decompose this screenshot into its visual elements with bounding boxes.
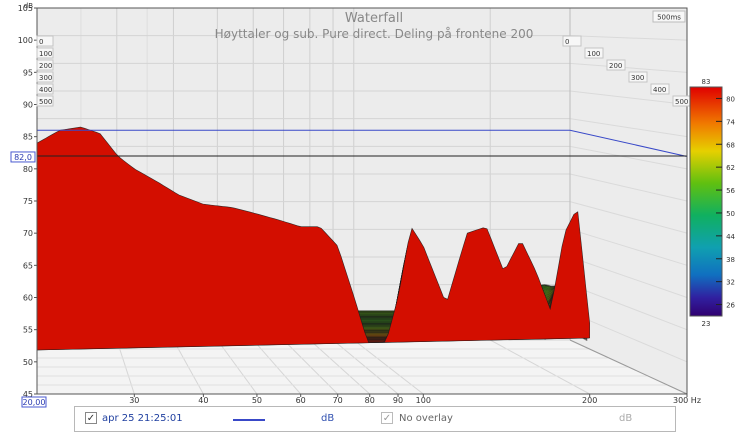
colorbar-tick-label: 32 <box>726 279 735 287</box>
entry1-checkbox[interactable]: ✓ <box>85 412 97 424</box>
time-label: 500ms <box>657 14 681 22</box>
x-tick-label: 80 <box>365 396 375 405</box>
time-tick-label-left: 400 <box>39 86 52 94</box>
colorbar-gradient <box>689 86 723 317</box>
chart-subtitle: Høyttaler og sub. Pure direct. Deling på… <box>215 27 534 41</box>
time-tick-label-left: 200 <box>39 62 52 70</box>
x-tick-label: 50 <box>252 396 262 405</box>
y-axis-label: dB <box>24 2 33 10</box>
x-tick-label: 200 <box>582 396 597 405</box>
chart-title: Waterfall <box>345 11 403 26</box>
y-tick-label: 45 <box>23 390 33 399</box>
x-tick-label: 40 <box>198 396 208 405</box>
colorbar-tick-label: 74 <box>726 118 735 126</box>
time-tick-box-left <box>36 47 54 59</box>
entry2-label[interactable]: No overlay <box>399 413 453 424</box>
entry2-unit: dB <box>619 413 633 424</box>
y-tick-label: 50 <box>23 358 33 367</box>
time-tick-label-left: 500 <box>39 98 52 106</box>
colorbar-tick-label: 50 <box>726 210 735 218</box>
y-tick-label: 105 <box>18 4 33 13</box>
overlay-trace <box>37 129 688 157</box>
time-tick-box-right <box>606 59 626 71</box>
colorbar-tick-label: 68 <box>726 141 735 149</box>
y-tick-label: 80 <box>23 165 33 174</box>
x-start-readout: 20,00 <box>23 398 46 407</box>
time-tick-label-right: 0 <box>565 38 569 46</box>
y-tick-label: 65 <box>23 261 33 270</box>
time-tick-box-right <box>584 47 604 59</box>
entry1-unit: dB <box>321 413 335 424</box>
y-tick-label: 100 <box>18 36 33 45</box>
side-grid-line <box>569 173 688 202</box>
y-tick-label: 75 <box>23 197 33 206</box>
time-tick-box-left <box>36 71 54 83</box>
time-tick-label-left: 100 <box>39 50 52 58</box>
colorbar-tick-label: 56 <box>726 187 735 195</box>
colorbar-tick-label: 38 <box>726 256 735 264</box>
x-tick-label: 70 <box>333 396 343 405</box>
y-tick-label: 60 <box>23 294 33 303</box>
colorbar-tick-label: 44 <box>726 233 735 241</box>
colorbar-max-label: 83 <box>702 78 711 86</box>
side-grid-line <box>569 284 688 331</box>
side-grid-line <box>569 35 688 41</box>
x-tick-label: 300 Hz <box>673 396 701 405</box>
y-tick-label: 85 <box>23 133 33 142</box>
time-tick-box-right <box>628 71 648 83</box>
legend-bar: ✓ apr 25 21:25:01 dB ✓ No overlay dB <box>74 406 676 432</box>
x-tick-label: 90 <box>393 396 403 405</box>
colorbar-tick-label: 80 <box>726 95 735 103</box>
time-tick-label-right: 300 <box>631 74 644 82</box>
y-tick-label: 55 <box>23 326 33 335</box>
x-tick-label: 100 <box>416 396 431 405</box>
time-tick-label-left: 0 <box>39 38 43 46</box>
colorbar-min-label: 23 <box>702 320 711 328</box>
x-tick-label: 30 <box>129 396 139 405</box>
colorbar-tick-label: 26 <box>726 302 735 310</box>
time-tick-label-right: 200 <box>609 62 622 70</box>
time-tick-label-left: 300 <box>39 74 52 82</box>
time-tick-label-right: 500 <box>675 98 688 106</box>
side-grid-line <box>569 228 688 266</box>
side-grid-line <box>569 62 688 73</box>
side-grid-line <box>569 145 688 170</box>
x-start-readout-box <box>21 396 47 408</box>
time-tick-box-right <box>562 35 582 47</box>
time-tick-box-left <box>36 35 54 47</box>
y-tick-label: 90 <box>23 101 33 110</box>
entry1-label[interactable]: apr 25 21:25:01 <box>102 413 183 424</box>
entry1-line-swatch <box>233 419 265 421</box>
time-tick-box-left <box>36 95 54 107</box>
waterfall-slice <box>37 126 590 351</box>
y-tick-label: 95 <box>23 68 33 77</box>
time-label-box <box>652 10 686 23</box>
y-tick-label: 70 <box>23 229 33 238</box>
colorbar-tick-label: 62 <box>726 164 735 172</box>
cursor-readout-box <box>10 151 36 163</box>
time-tick-box-left <box>36 83 54 95</box>
entry2-checkbox[interactable]: ✓ <box>381 412 393 424</box>
side-grid-line <box>569 256 688 298</box>
time-tick-label-right: 400 <box>653 86 666 94</box>
cursor-readout: 82,0 <box>14 153 32 162</box>
time-tick-label-right: 100 <box>587 50 600 58</box>
time-tick-box-left <box>36 59 54 71</box>
floor-right-edge <box>569 339 688 395</box>
side-grid-line <box>569 90 688 105</box>
side-grid-line <box>569 118 688 138</box>
side-grid-line <box>569 201 688 234</box>
x-tick-label: 60 <box>296 396 306 405</box>
time-tick-box-right <box>650 83 670 95</box>
